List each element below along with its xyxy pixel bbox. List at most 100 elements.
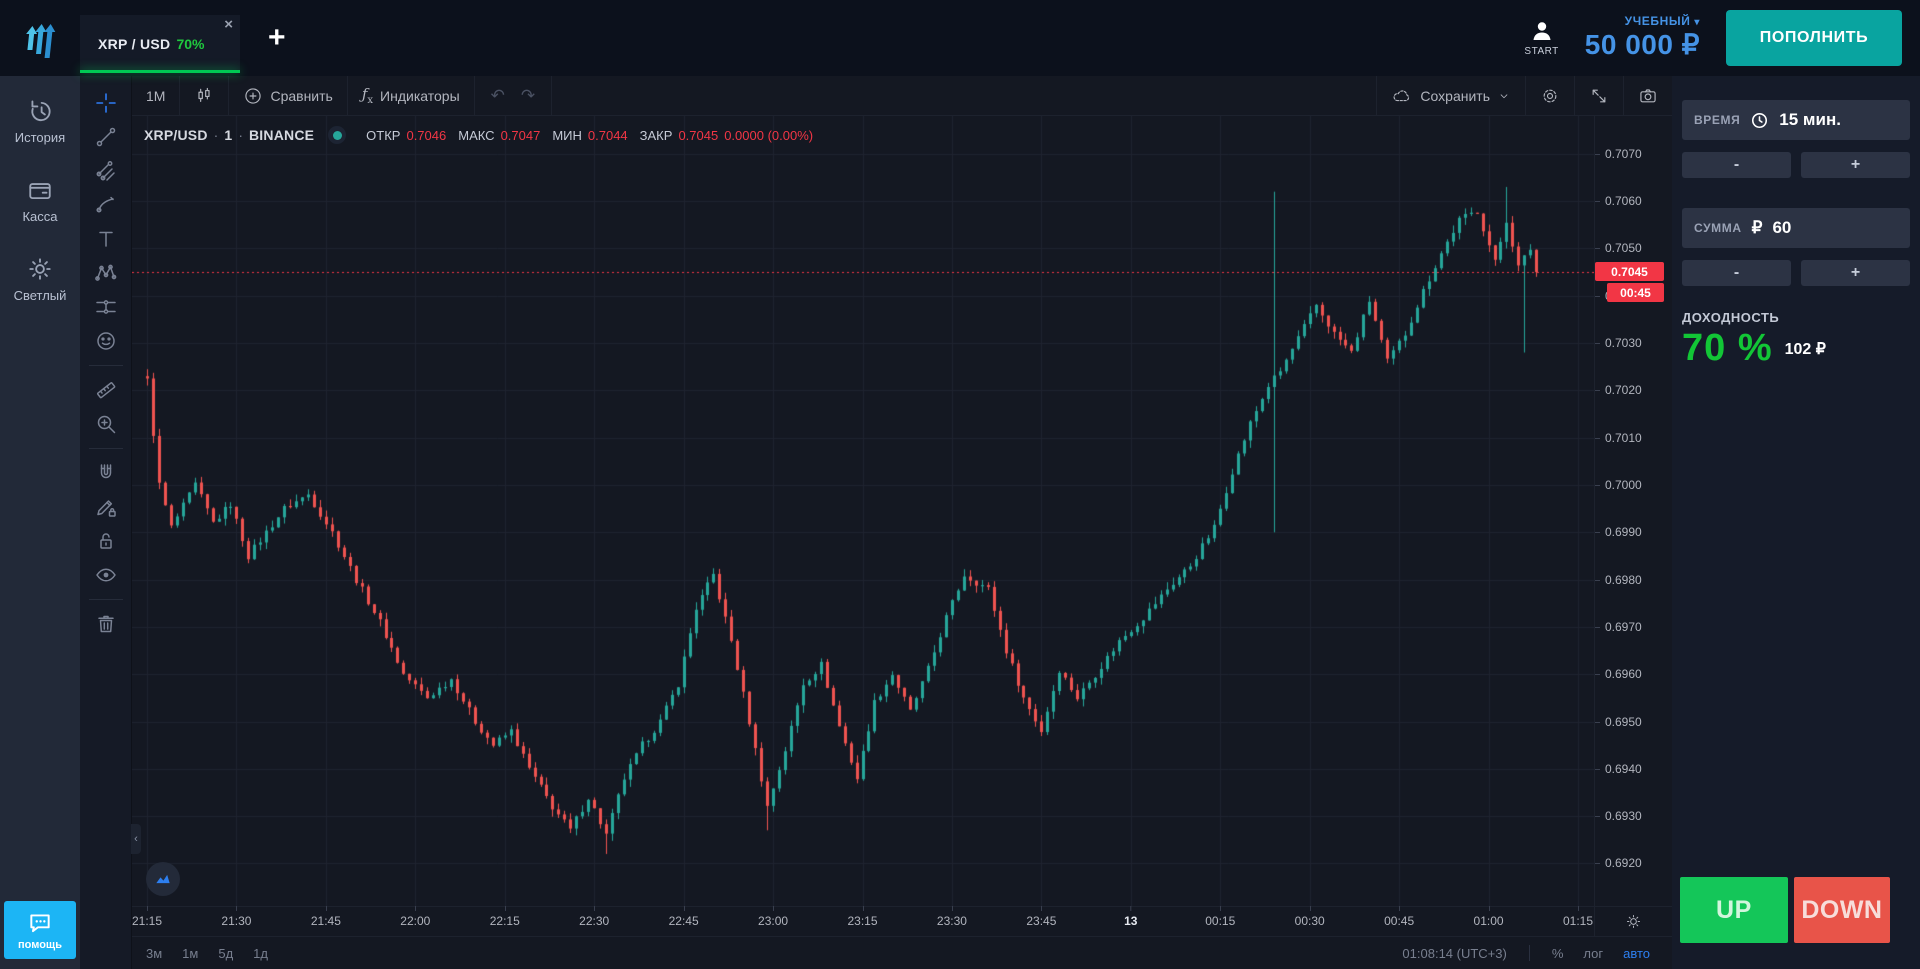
gann-fib-tool-icon[interactable] xyxy=(87,154,125,188)
sidebar-item-history[interactable]: История xyxy=(15,98,65,145)
clock-icon xyxy=(1752,112,1768,128)
expiry-countdown-tag: 00:45 xyxy=(1607,283,1664,303)
redo-icon[interactable]: ↷ xyxy=(520,85,536,105)
xabcd-pattern-tool-icon[interactable] xyxy=(87,256,125,290)
magnet-tool-icon[interactable] xyxy=(87,456,125,490)
camera-icon xyxy=(1640,88,1656,102)
price-chart-canvas[interactable] xyxy=(132,116,1594,906)
sun-settings-icon xyxy=(1626,914,1641,929)
payout-row: 70 % 102 ₽ xyxy=(1682,327,1910,370)
time-field-value: 15 мин. xyxy=(1779,110,1841,129)
legend-close: 0.7045 xyxy=(678,127,719,143)
new-tab-button[interactable]: + xyxy=(268,21,286,54)
brush-tool-icon[interactable] xyxy=(87,188,125,222)
balance-block: УЧЕБНЫЙ ▾ 50 000 ₽ xyxy=(1585,14,1700,61)
tab-symbol: XRP / USD xyxy=(98,36,171,52)
range-5d-button[interactable]: 5д xyxy=(218,945,234,961)
legend-change: 0.0000 (0.00%) xyxy=(724,127,814,143)
screenshot-button[interactable] xyxy=(1623,76,1672,115)
time-tick-label: 23:00 xyxy=(758,906,789,928)
drawing-toolbar xyxy=(80,76,132,969)
time-tick-label: 13 xyxy=(1124,906,1138,928)
instrument-tab[interactable]: XRP / USD 70% × xyxy=(80,15,240,73)
help-label: помощь xyxy=(18,938,62,951)
collapse-toolbar-handle[interactable]: ‹ xyxy=(131,824,141,854)
price-tick-label: 0.6990 xyxy=(1595,525,1642,540)
ruler-tool-icon[interactable] xyxy=(87,373,125,407)
fullscreen-button[interactable] xyxy=(1574,76,1623,115)
app-sidebar: История Касса Светлый xyxy=(0,76,80,969)
compare-plus-icon xyxy=(245,87,262,104)
hide-all-tool-icon[interactable] xyxy=(87,558,125,592)
mountain-chart-icon xyxy=(156,874,170,884)
compare-button[interactable]: Сравнить xyxy=(229,76,348,115)
time-minus-button[interactable]: - xyxy=(1682,152,1791,178)
crosshair-tool-icon[interactable] xyxy=(87,86,125,120)
sidebar-item-theme[interactable]: Светлый xyxy=(14,256,66,303)
time-axis[interactable]: 21:15 21:30 21:45 22:00 22:15 22:30 22:45 23:00… xyxy=(132,906,1672,936)
deposit-button[interactable]: ПОПОЛНИТЬ xyxy=(1726,10,1902,66)
clock-utc[interactable]: 01:08:14 (UTC+3) xyxy=(1402,945,1507,961)
account-menu-button[interactable]: START xyxy=(1524,20,1558,57)
sidebar-item-cashier[interactable]: Касса xyxy=(22,177,58,224)
drawing-lock-tool-icon[interactable] xyxy=(87,490,125,524)
chart-column: 1М Сравнить ƒx Индикаторы xyxy=(131,76,1672,969)
price-tick-label: 0.6940 xyxy=(1595,761,1642,776)
log-scale-button[interactable]: лог xyxy=(1583,945,1604,961)
time-tick-label: 00:15 xyxy=(1205,906,1236,928)
amount-field[interactable]: СУММА ₽ 60 xyxy=(1682,208,1910,248)
range-3m-button[interactable]: 3м xyxy=(146,945,163,961)
range-1m-button[interactable]: 1м xyxy=(182,945,199,961)
amount-minus-button[interactable]: - xyxy=(1682,260,1791,286)
sidebar-item-label: История xyxy=(14,130,66,145)
undo-icon[interactable]: ↶ xyxy=(490,85,505,105)
time-tick-label: 22:30 xyxy=(579,906,610,928)
amount-plus-button[interactable]: + xyxy=(1801,260,1910,286)
legend-interval: 1 xyxy=(224,127,233,143)
legend-low: 0.7044 xyxy=(587,127,628,143)
remove-all-tool-icon[interactable] xyxy=(87,607,125,641)
indicators-button[interactable]: ƒx Индикаторы xyxy=(348,76,475,115)
save-layout-button[interactable]: Сохранить xyxy=(1376,76,1525,115)
tab-close-icon[interactable]: × xyxy=(224,16,233,33)
fullscreen-icon xyxy=(1592,89,1606,102)
instrument-logo-button[interactable] xyxy=(146,862,180,896)
account-type-dropdown[interactable]: УЧЕБНЫЙ ▾ xyxy=(1624,14,1700,28)
price-tick-label: 0.7050 xyxy=(1595,241,1642,256)
price-tick-label: 0.6980 xyxy=(1595,572,1642,587)
amount-stepper: - + xyxy=(1682,260,1910,286)
chart-bottom-bar: 3м 1м 5д 1д 01:08:14 (UTC+3) % лог авто xyxy=(132,936,1672,969)
auto-scale-button[interactable]: авто xyxy=(1623,945,1650,961)
help-button[interactable]: помощь xyxy=(4,901,76,959)
bottom-bar-divider xyxy=(1528,945,1530,961)
range-1d-button[interactable]: 1д xyxy=(253,945,268,961)
time-tick-label: 21:45 xyxy=(310,906,341,928)
theme-sun-icon xyxy=(29,258,51,280)
fx-icon: ƒx xyxy=(361,85,374,106)
sidebar-item-label: Касса xyxy=(22,209,58,224)
price-tick-label: 0.7000 xyxy=(1595,477,1642,492)
zoom-in-tool-icon[interactable] xyxy=(87,407,125,441)
start-label: START xyxy=(1524,45,1559,57)
price-tick-label: 0.6950 xyxy=(1595,714,1642,729)
chart-type-button[interactable] xyxy=(180,76,230,115)
axis-settings-corner[interactable] xyxy=(1594,907,1672,936)
percent-scale-button[interactable]: % xyxy=(1551,945,1564,961)
chart-settings-button[interactable] xyxy=(1525,76,1574,115)
time-plus-button[interactable]: + xyxy=(1801,152,1910,178)
down-button[interactable]: DOWN xyxy=(1793,877,1890,943)
trend-line-tool-icon[interactable] xyxy=(87,120,125,154)
text-tool-icon[interactable] xyxy=(87,222,125,256)
emoji-tool-icon[interactable] xyxy=(87,324,125,358)
price-tick-label: 0.6960 xyxy=(1595,667,1642,682)
up-button[interactable]: UP xyxy=(1680,877,1788,943)
time-field[interactable]: ВРЕМЯ 15 мин. xyxy=(1682,100,1910,140)
price-axis[interactable]: 0.70700.70600.70500.70400.70300.70200.70… xyxy=(1594,116,1672,906)
lock-all-tool-icon[interactable] xyxy=(87,524,125,558)
interval-button[interactable]: 1М xyxy=(132,76,181,115)
chart-body: XRP/USD · 1 · BINANCE ОТКР 0.7046 МАКС 0.7… xyxy=(131,116,1672,906)
price-tick-label: 0.6920 xyxy=(1595,856,1642,871)
gear-icon xyxy=(1543,89,1557,102)
app-logo-icon xyxy=(0,0,80,76)
projection-tool-icon[interactable] xyxy=(87,290,125,324)
